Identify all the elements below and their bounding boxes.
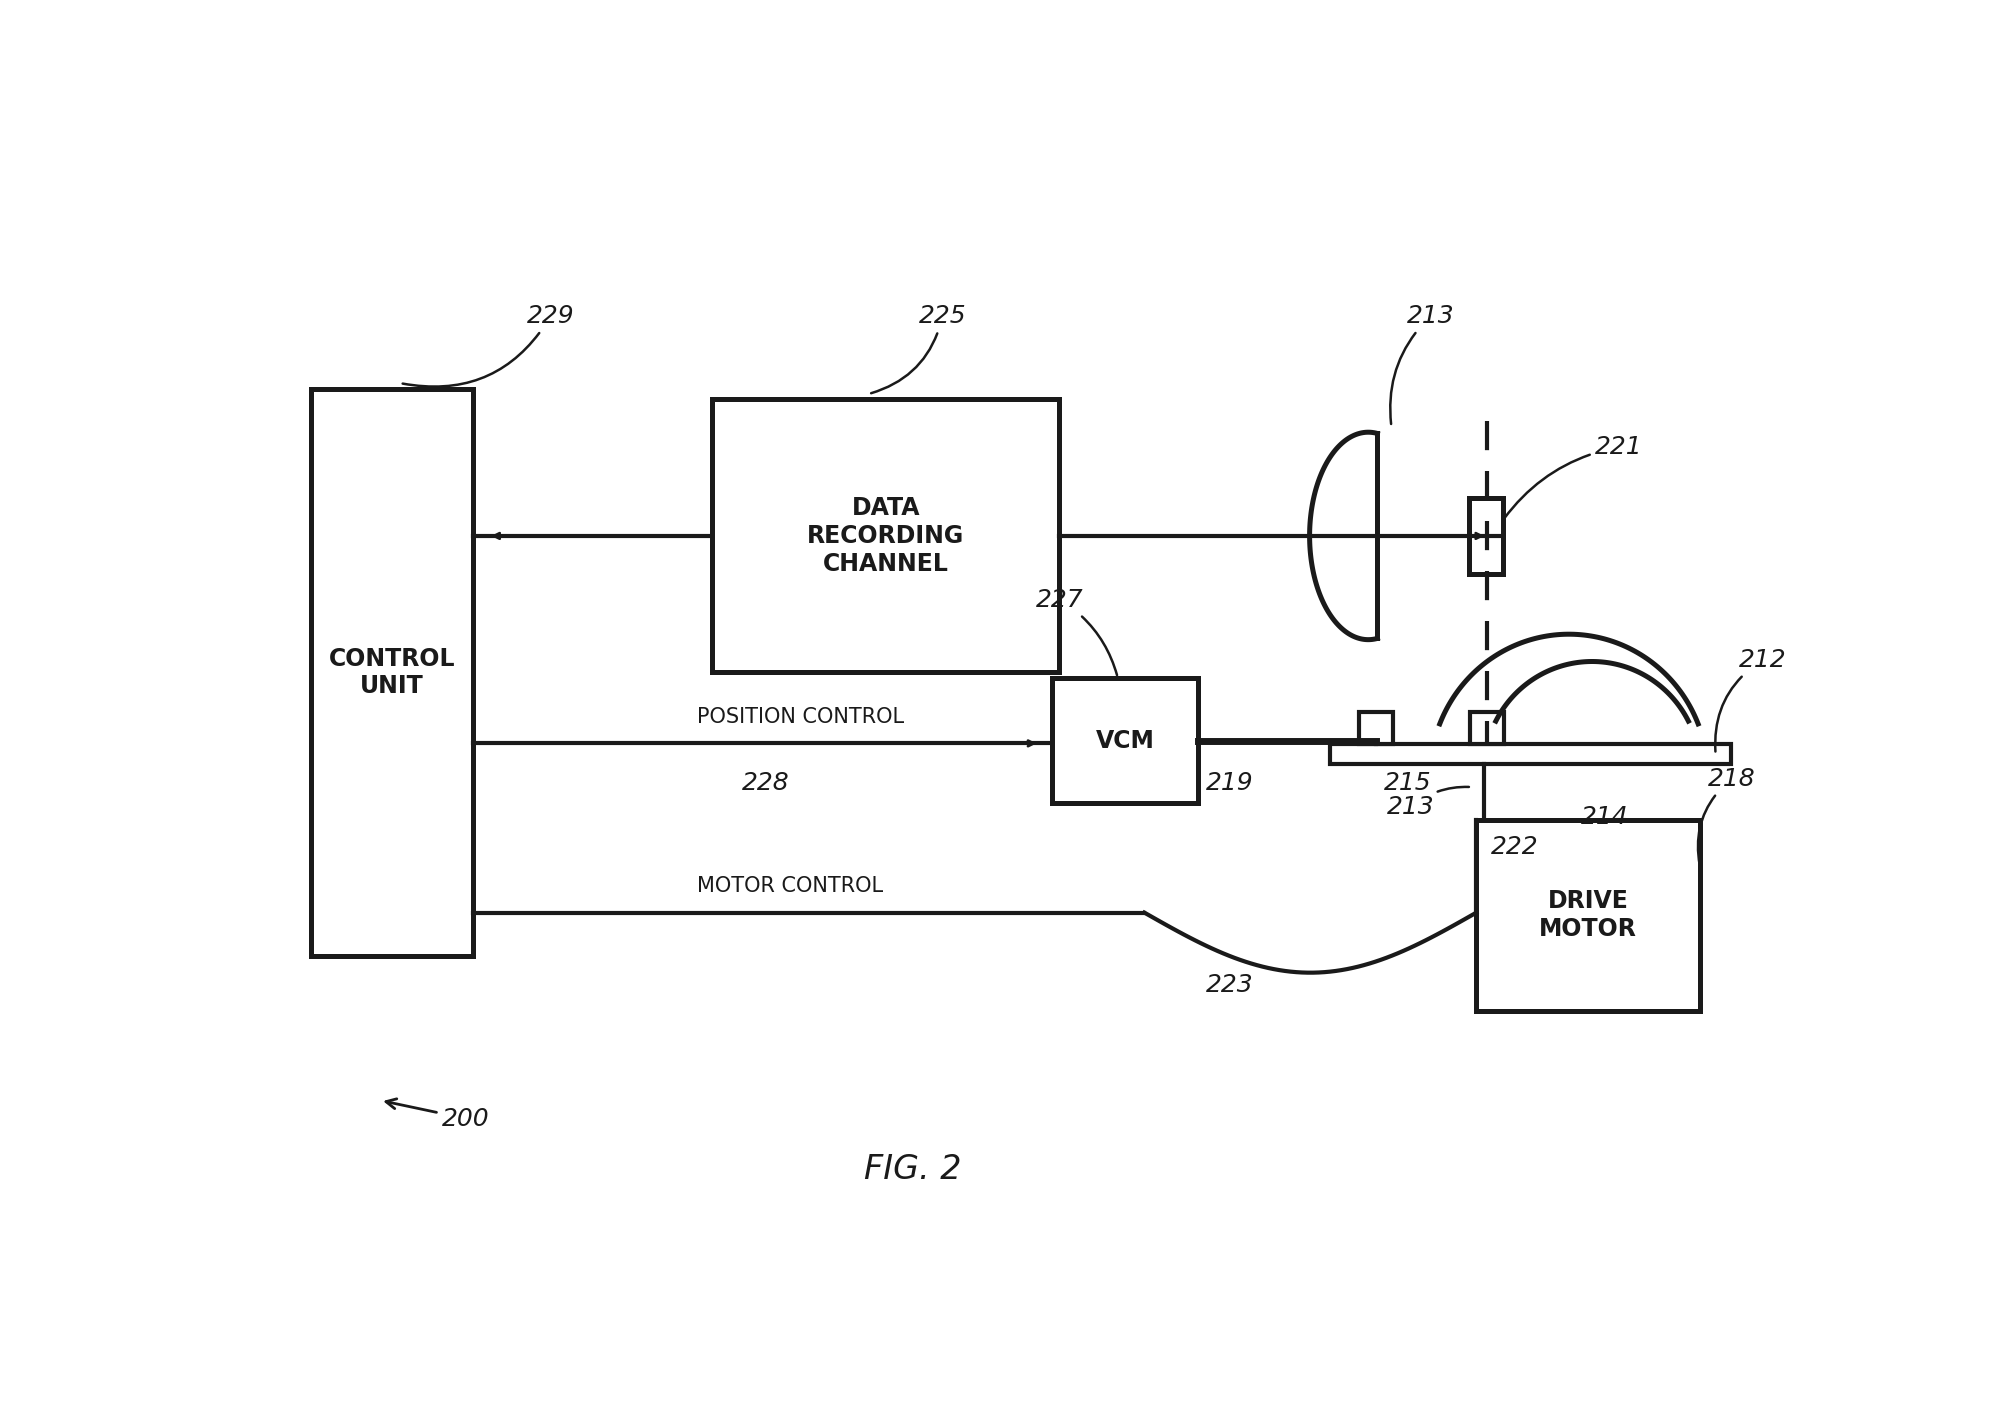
- Text: 229: 229: [402, 303, 574, 387]
- Text: DRIVE
MOTOR: DRIVE MOTOR: [1540, 889, 1637, 942]
- Text: 225: 225: [871, 303, 966, 393]
- Text: POSITION CONTROL: POSITION CONTROL: [697, 708, 904, 727]
- Text: 222: 222: [1492, 835, 1538, 859]
- Bar: [713, 400, 1060, 672]
- Text: CONTROL
UNIT: CONTROL UNIT: [329, 647, 454, 698]
- Text: FIG. 2: FIG. 2: [865, 1153, 962, 1185]
- Bar: [311, 389, 472, 956]
- Text: 228: 228: [743, 771, 791, 794]
- Bar: [1476, 820, 1701, 1011]
- Text: 227: 227: [1036, 588, 1118, 675]
- Text: 214: 214: [1580, 804, 1627, 828]
- Text: VCM: VCM: [1096, 729, 1155, 753]
- Bar: [1052, 678, 1199, 804]
- Text: 223: 223: [1205, 973, 1253, 997]
- Text: 221: 221: [1504, 435, 1643, 519]
- Text: 213: 213: [1390, 303, 1454, 424]
- Text: 212: 212: [1715, 648, 1787, 752]
- Text: DATA
RECORDING
CHANNEL: DATA RECORDING CHANNEL: [807, 496, 964, 576]
- Bar: [1468, 498, 1502, 574]
- Bar: [1331, 744, 1731, 764]
- Text: 200: 200: [386, 1099, 490, 1130]
- Text: 219: 219: [1207, 771, 1253, 795]
- Text: 218: 218: [1697, 767, 1755, 865]
- Bar: [1359, 712, 1392, 744]
- Text: MOTOR CONTROL: MOTOR CONTROL: [697, 876, 882, 896]
- Bar: [1470, 712, 1504, 744]
- Text: 213: 213: [1386, 787, 1468, 820]
- Text: 215: 215: [1384, 771, 1432, 795]
